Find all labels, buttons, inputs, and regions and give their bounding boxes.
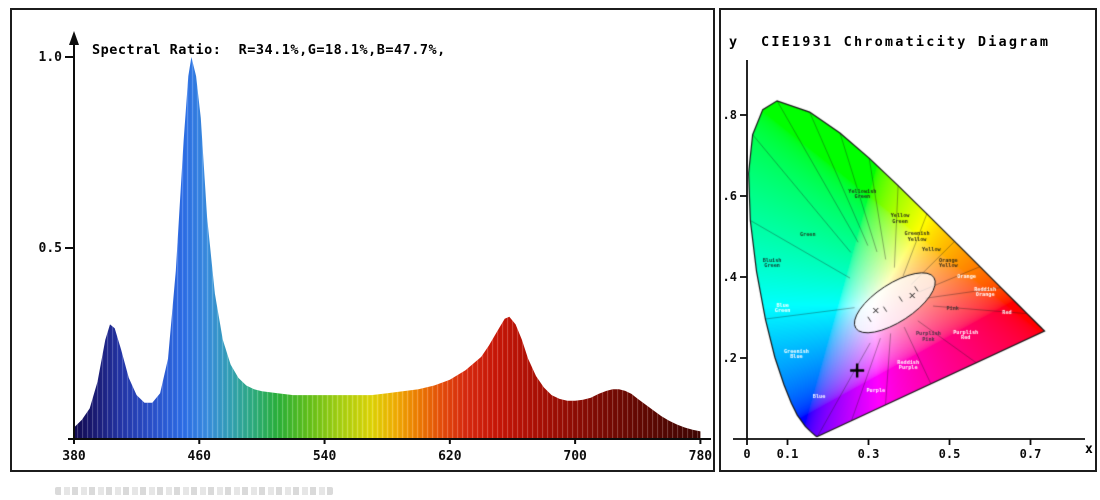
y-tick-label: .6 [723, 189, 737, 203]
x-tick-label: 0.1 [777, 447, 799, 461]
y-axis-label: y [729, 34, 738, 50]
y-tick-label: 1.0 [39, 50, 63, 65]
x-tick-label: 540 [313, 449, 337, 464]
x-axis-label: x [1085, 442, 1093, 457]
spectrum-chart: 1.0 0.5 380 460 540 620 700 780 [39, 31, 713, 464]
spectrum-streak-texture [74, 57, 701, 439]
x-tick-label: 0.3 [858, 447, 880, 461]
cie-diagram-canvas [747, 74, 1071, 439]
clipped-text-artifact [55, 487, 333, 495]
chromaticity-panel: y CIE1931 Chromaticity Diagram .2 .4 .6 .8 0… [719, 8, 1097, 472]
y-tick-label: .2 [723, 351, 737, 365]
x-tick-label: 620 [438, 449, 462, 464]
x-tick-label: 0 [743, 447, 750, 461]
x-tick-label: 380 [62, 449, 86, 464]
x-tick-label: 0.7 [1020, 447, 1042, 461]
y-tick-label: .4 [723, 270, 737, 284]
spectrum-panel: 1.0 0.5 380 460 540 620 700 780 Spectral Ratio:… [10, 8, 715, 472]
spectral-ratio-label: Spectral Ratio: R=34.1%,G=18.1%,B=47.7%, [92, 42, 446, 58]
y-axis-arrow [69, 31, 79, 45]
y-tick-label: .8 [723, 108, 737, 122]
x-tick-label: 460 [188, 449, 212, 464]
y-tick-label: 0.5 [39, 241, 62, 256]
x-tick-label: 0.5 [939, 447, 961, 461]
cie-diagram-title: CIE1931 Chromaticity Diagram [761, 34, 1051, 50]
x-tick-label: 780 [689, 449, 713, 464]
x-tick-label: 700 [563, 449, 587, 464]
